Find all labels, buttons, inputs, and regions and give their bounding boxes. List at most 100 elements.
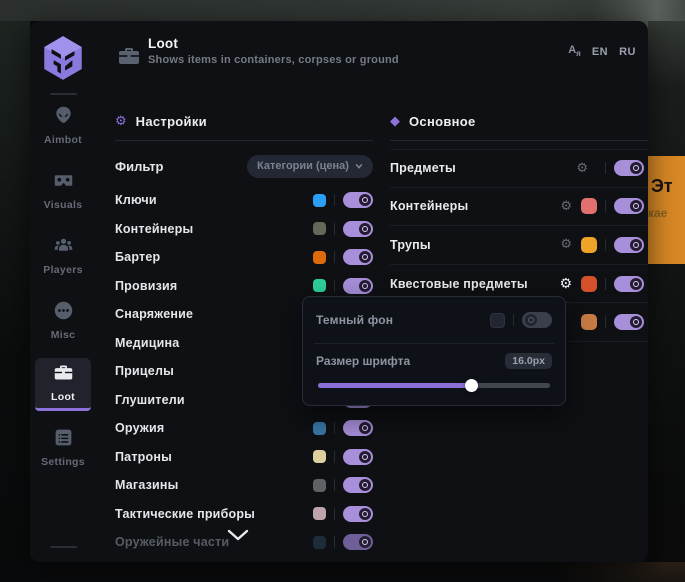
divider [334, 507, 335, 520]
item-settings-popup: Темный фон Размер шрифта 16.0px [302, 296, 566, 406]
translate-icon[interactable]: Aя [568, 44, 581, 59]
color-swatch[interactable] [581, 275, 597, 292]
category-toggle[interactable] [343, 249, 373, 266]
backdrop-top [0, 0, 685, 21]
color-swatch[interactable] [581, 236, 597, 253]
chevron-down-icon [355, 163, 363, 169]
option-toggle[interactable] [614, 160, 644, 177]
backdrop-left [0, 21, 30, 582]
category-toggle[interactable] [343, 505, 373, 522]
option-label: Квестовые предметы [390, 276, 528, 291]
sidebar-item-label: Visuals [43, 199, 83, 211]
sidebar-item-label: Settings [41, 456, 85, 468]
category-label: Тактические приборы [115, 506, 256, 521]
color-swatch[interactable] [313, 222, 326, 236]
section-title: Настройки [135, 114, 207, 129]
filter-dropdown-value: Категории (цена) [257, 160, 349, 172]
category-label: Магазины [115, 478, 179, 493]
sidebar-item-loot[interactable]: Loot [35, 358, 91, 411]
sidebar-item-visuals[interactable]: Visuals [35, 166, 91, 214]
sidebar-item-settings[interactable]: Settings [35, 423, 91, 471]
nav-icon [53, 170, 74, 191]
category-toggle[interactable] [343, 220, 373, 237]
filter-dropdown[interactable]: Категории (цена) [247, 154, 373, 178]
slider-knob[interactable] [465, 379, 479, 392]
sidebar-item-label: Aimbot [44, 134, 82, 146]
divider [513, 314, 514, 326]
category-row: Магазины [115, 471, 373, 500]
color-swatch[interactable] [313, 193, 326, 207]
color-swatch[interactable] [313, 507, 326, 521]
category-toggle[interactable] [343, 534, 373, 551]
color-swatch[interactable] [313, 250, 326, 264]
category-toggle[interactable] [343, 448, 373, 465]
category-toggle[interactable] [343, 420, 373, 437]
filter-row: Фильтр Категории (цена) [115, 153, 373, 179]
font-size-value: 16.0px [505, 353, 552, 369]
loot-category-list: Ключи Контейнеры Бартер Провизия Снаряже… [115, 186, 373, 557]
category-row: Тактические приборы [115, 500, 373, 529]
sidebar-item-label: Players [43, 264, 83, 276]
sidebar-item-players[interactable]: Players [35, 231, 91, 279]
color-swatch[interactable] [581, 198, 597, 215]
category-label: Прицелы [115, 364, 174, 379]
game-banner: Эт кае [648, 156, 685, 264]
sidebar-item-misc[interactable]: Misc [35, 296, 91, 344]
category-label: Оружия [115, 421, 165, 436]
filter-label: Фильтр [115, 158, 164, 174]
sidebar-item-aimbot[interactable]: Aimbot [35, 101, 91, 149]
settings-section-header: ⚙ Настройки [115, 114, 207, 129]
gear-icon[interactable]: ⚙ [560, 237, 572, 253]
diamond-icon: ◆ [390, 114, 400, 129]
lang-ru-button[interactable]: RU [619, 45, 636, 58]
lang-en-button[interactable]: EN [591, 45, 609, 58]
gear-icon[interactable]: ⚙ [559, 275, 572, 292]
option-row: Предметы ⚙ [390, 149, 648, 188]
backdrop-bottom [30, 562, 685, 582]
section-divider [115, 140, 373, 141]
category-toggle[interactable] [343, 192, 373, 209]
dark-bg-row: Темный фон [316, 297, 552, 343]
option-label: Контейнеры [390, 199, 469, 214]
divider [605, 238, 606, 251]
option-toggle[interactable] [614, 314, 644, 331]
option-toggle[interactable] [614, 198, 644, 215]
nav-icon [53, 300, 74, 321]
font-size-row: Размер шрифта 16.0px [316, 353, 552, 369]
category-toggle[interactable] [343, 477, 373, 494]
scroll-more-indicator[interactable] [225, 526, 251, 549]
dark-bg-color-swatch[interactable] [490, 312, 505, 328]
category-row: Бартер [115, 243, 373, 272]
divider [605, 200, 606, 213]
color-swatch[interactable] [313, 478, 326, 492]
option-row: Контейнеры ⚙ [390, 188, 648, 227]
category-label: Ключи [115, 193, 157, 208]
banner-text: кае [648, 206, 668, 220]
gear-icon[interactable]: ⚙ [560, 198, 572, 214]
gear-icon[interactable]: ⚙ [576, 160, 588, 176]
banner-text: Эт [651, 176, 673, 196]
color-swatch[interactable] [581, 314, 597, 331]
category-row: Оружия [115, 414, 373, 443]
option-row: Трупы ⚙ [390, 226, 648, 265]
category-label: Контейнеры [115, 221, 194, 236]
page-title: Loot [148, 36, 179, 51]
chevron-down-icon [227, 529, 249, 541]
dark-bg-toggle[interactable] [522, 312, 552, 328]
font-size-slider[interactable] [318, 379, 550, 392]
category-row: Контейнеры [115, 215, 373, 244]
option-toggle[interactable] [614, 275, 644, 292]
divider [334, 222, 335, 235]
color-swatch[interactable] [313, 279, 326, 293]
option-toggle[interactable] [614, 236, 644, 253]
color-swatch[interactable] [313, 421, 326, 435]
category-toggle[interactable] [343, 277, 373, 294]
option-label: Предметы [390, 161, 456, 176]
nav-icon [53, 362, 74, 383]
category-label: Патроны [115, 449, 172, 464]
color-swatch[interactable] [313, 450, 326, 464]
color-swatch[interactable] [313, 535, 326, 549]
divider [605, 162, 606, 175]
language-switcher: Aя EN RU [568, 44, 636, 59]
